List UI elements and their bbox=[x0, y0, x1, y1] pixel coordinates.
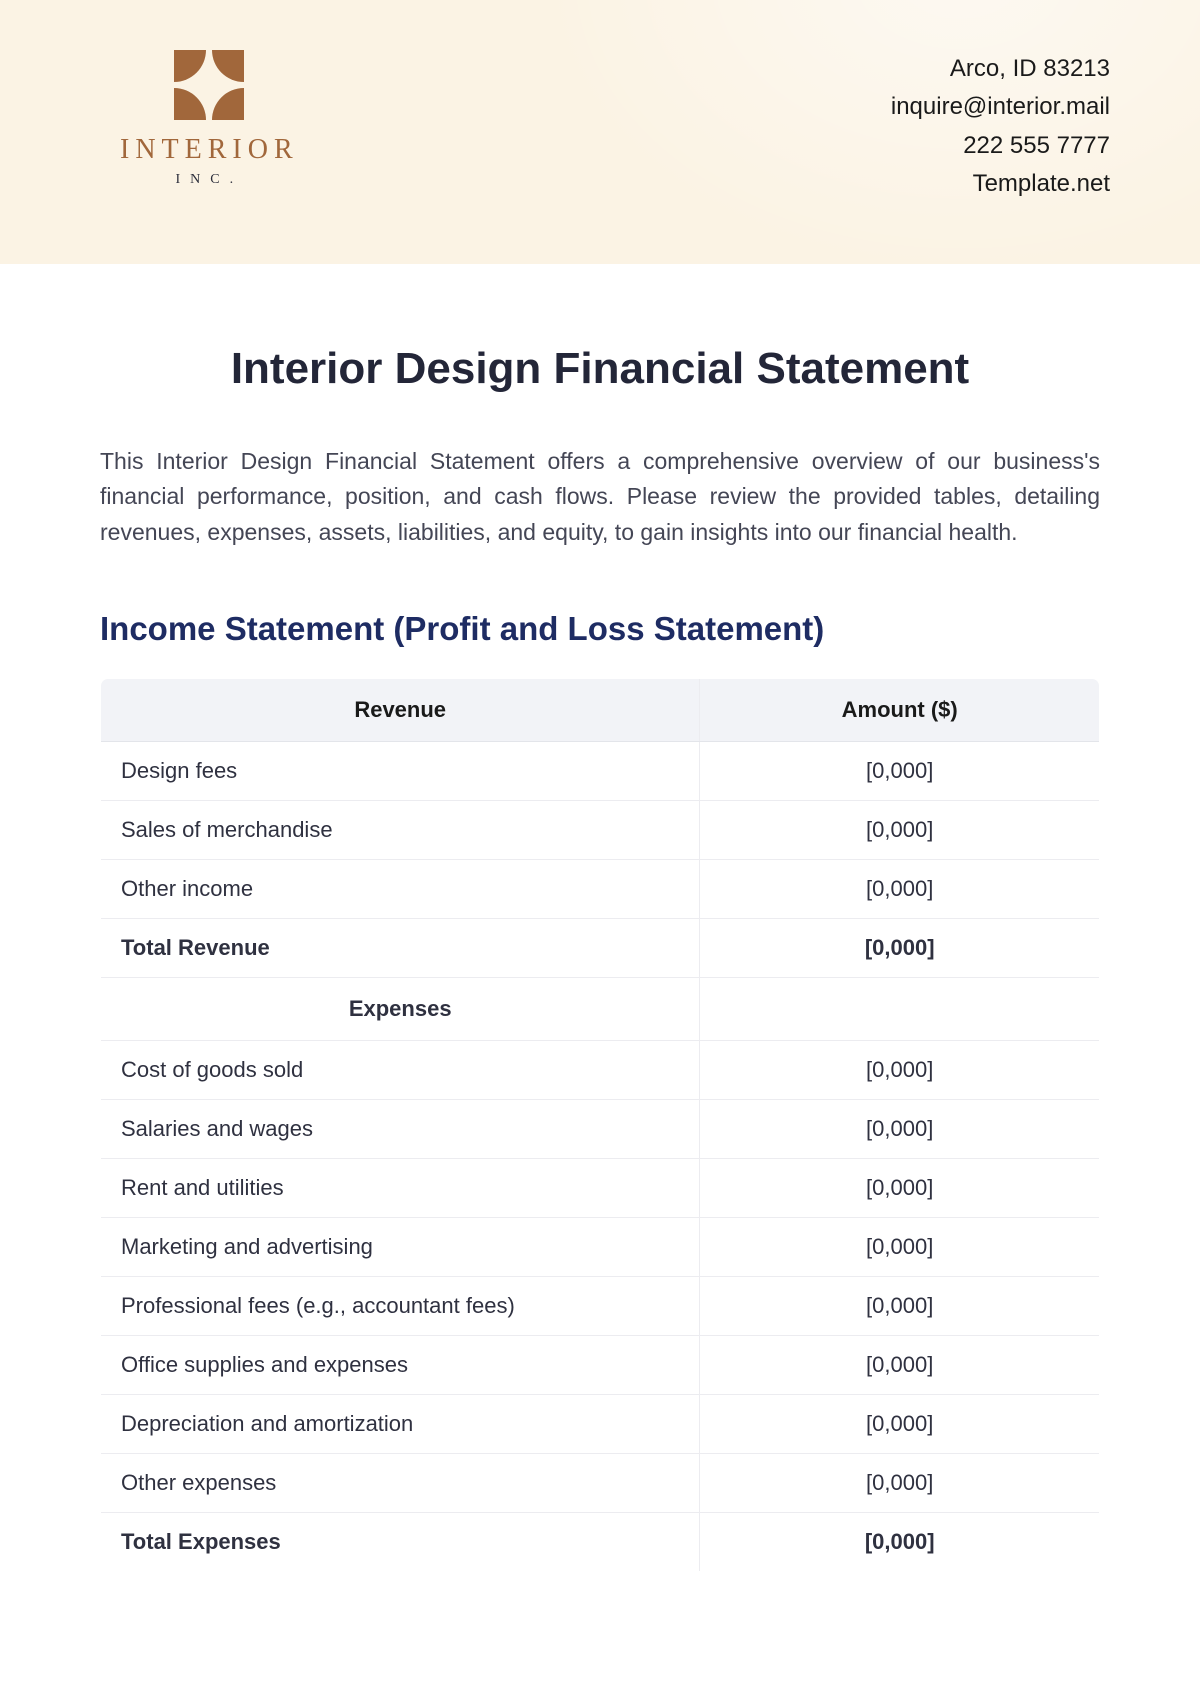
table-row: Total Expenses[0,000] bbox=[101, 1513, 1100, 1572]
table-row: Salaries and wages[0,000] bbox=[101, 1100, 1100, 1159]
table-header-row: Revenue Amount ($) bbox=[101, 679, 1100, 742]
row-label: Sales of merchandise bbox=[101, 801, 700, 860]
row-label: Rent and utilities bbox=[101, 1159, 700, 1218]
row-amount: [0,000] bbox=[700, 742, 1100, 801]
contact-info: Arco, ID 83213 inquire@interior.mail 222… bbox=[891, 50, 1110, 204]
row-label: Design fees bbox=[101, 742, 700, 801]
table-row: Depreciation and amortization[0,000] bbox=[101, 1395, 1100, 1454]
row-amount: [0,000] bbox=[700, 1454, 1100, 1513]
row-label: Total Revenue bbox=[101, 919, 700, 978]
col-header-amount: Amount ($) bbox=[700, 679, 1100, 742]
section-heading: Income Statement (Profit and Loss Statem… bbox=[100, 610, 1100, 648]
contact-email: inquire@interior.mail bbox=[891, 88, 1110, 126]
table-row: Rent and utilities[0,000] bbox=[101, 1159, 1100, 1218]
row-label: Salaries and wages bbox=[101, 1100, 700, 1159]
table-row: Other income[0,000] bbox=[101, 860, 1100, 919]
row-label: Cost of goods sold bbox=[101, 1041, 700, 1100]
row-label: Professional fees (e.g., accountant fees… bbox=[101, 1277, 700, 1336]
row-label: Total Expenses bbox=[101, 1513, 700, 1572]
row-amount: [0,000] bbox=[700, 1513, 1100, 1572]
row-label: Other expenses bbox=[101, 1454, 700, 1513]
table-row: Other expenses[0,000] bbox=[101, 1454, 1100, 1513]
document-header: INTERIOR INC. Arco, ID 83213 inquire@int… bbox=[0, 0, 1200, 264]
table-row: Design fees[0,000] bbox=[101, 742, 1100, 801]
row-amount: [0,000] bbox=[700, 1277, 1100, 1336]
table-row: Sales of merchandise[0,000] bbox=[101, 801, 1100, 860]
expenses-header: Expenses bbox=[101, 978, 700, 1041]
logo-icon bbox=[174, 50, 244, 120]
row-amount: [0,000] bbox=[700, 860, 1100, 919]
document-body: Interior Design Financial Statement This… bbox=[0, 264, 1200, 1573]
row-amount: [0,000] bbox=[700, 1218, 1100, 1277]
table-row: Professional fees (e.g., accountant fees… bbox=[101, 1277, 1100, 1336]
income-statement-table: Revenue Amount ($) Design fees[0,000]Sal… bbox=[100, 678, 1100, 1572]
row-amount: [0,000] bbox=[700, 1159, 1100, 1218]
contact-phone: 222 555 7777 bbox=[891, 127, 1110, 165]
row-amount: [0,000] bbox=[700, 919, 1100, 978]
contact-address: Arco, ID 83213 bbox=[891, 50, 1110, 88]
table-row: Cost of goods sold[0,000] bbox=[101, 1041, 1100, 1100]
section-row-expenses: Expenses bbox=[101, 978, 1100, 1041]
blank-cell bbox=[700, 978, 1100, 1041]
row-amount: [0,000] bbox=[700, 801, 1100, 860]
table-row: Office supplies and expenses[0,000] bbox=[101, 1336, 1100, 1395]
page-title: Interior Design Financial Statement bbox=[100, 344, 1100, 394]
intro-paragraph: This Interior Design Financial Statement… bbox=[100, 444, 1100, 551]
row-label: Other income bbox=[101, 860, 700, 919]
logo-name: INTERIOR bbox=[120, 134, 299, 166]
col-header-revenue: Revenue bbox=[101, 679, 700, 742]
logo-block: INTERIOR INC. bbox=[120, 50, 299, 188]
row-label: Office supplies and expenses bbox=[101, 1336, 700, 1395]
row-label: Depreciation and amortization bbox=[101, 1395, 700, 1454]
row-amount: [0,000] bbox=[700, 1395, 1100, 1454]
row-amount: [0,000] bbox=[700, 1336, 1100, 1395]
table-row: Total Revenue[0,000] bbox=[101, 919, 1100, 978]
contact-site: Template.net bbox=[891, 165, 1110, 203]
table-row: Marketing and advertising[0,000] bbox=[101, 1218, 1100, 1277]
row-amount: [0,000] bbox=[700, 1041, 1100, 1100]
row-amount: [0,000] bbox=[700, 1100, 1100, 1159]
row-label: Marketing and advertising bbox=[101, 1218, 700, 1277]
logo-subtitle: INC. bbox=[176, 172, 244, 188]
